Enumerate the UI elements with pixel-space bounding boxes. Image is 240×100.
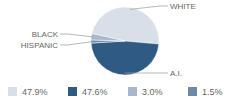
- legend-label: 47.6%: [82, 87, 108, 97]
- slice-label: BLACK: [32, 30, 59, 39]
- slice-label: WHITE: [170, 2, 196, 11]
- pie-slice: [91, 41, 159, 75]
- leader-line: [60, 34, 93, 37]
- slice-label: A.I.: [170, 69, 182, 78]
- legend-swatch: [188, 87, 197, 96]
- legend: 47.9% 47.6% 3.0% 1.5%: [8, 87, 223, 97]
- legend-swatch: [128, 87, 137, 96]
- leader-line: [130, 6, 168, 9]
- legend-swatch: [68, 87, 77, 96]
- pie-slice: [92, 7, 159, 44]
- legend-label: 47.9%: [22, 87, 48, 97]
- chart: WHITE A.I. HISPANIC BLACK 47.9% 47.6% 3.0% 1.5%: [0, 0, 240, 100]
- pie-slice: [91, 34, 125, 41]
- leader-line: [125, 72, 168, 73]
- legend-swatch: [8, 87, 17, 96]
- slice-label: HISPANIC: [21, 41, 58, 50]
- legend-label: 3.0%: [142, 87, 163, 97]
- pie: [91, 7, 159, 75]
- legend-label: 1.5%: [202, 87, 223, 97]
- leader-line: [60, 41, 93, 45]
